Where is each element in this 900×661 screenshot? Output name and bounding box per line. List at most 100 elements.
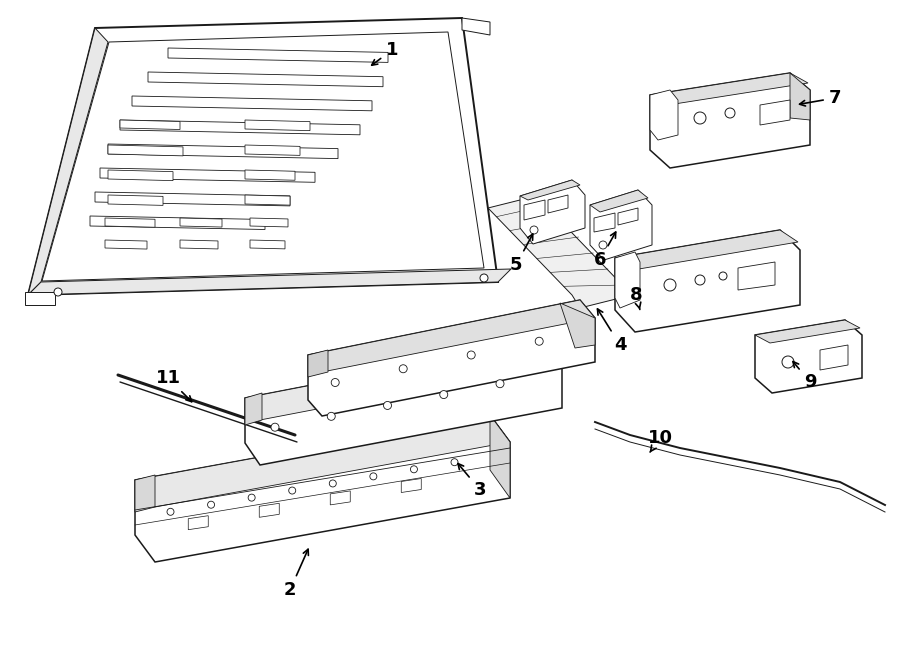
Polygon shape <box>120 120 180 130</box>
Circle shape <box>467 351 475 359</box>
Polygon shape <box>488 195 632 308</box>
Polygon shape <box>650 73 810 168</box>
Polygon shape <box>135 415 510 507</box>
Text: 6: 6 <box>594 232 616 269</box>
Text: 2: 2 <box>284 549 309 599</box>
Polygon shape <box>490 415 510 498</box>
Polygon shape <box>245 393 262 425</box>
Text: 3: 3 <box>458 463 486 499</box>
Polygon shape <box>615 230 798 270</box>
Circle shape <box>289 487 296 494</box>
Polygon shape <box>105 218 155 227</box>
Text: 1: 1 <box>372 41 398 65</box>
Polygon shape <box>615 252 640 308</box>
Polygon shape <box>132 96 372 111</box>
Circle shape <box>383 401 392 409</box>
Circle shape <box>496 379 504 388</box>
Polygon shape <box>618 208 638 225</box>
Polygon shape <box>245 120 310 131</box>
Polygon shape <box>148 72 383 87</box>
Circle shape <box>328 412 335 420</box>
Circle shape <box>782 356 794 368</box>
Polygon shape <box>308 350 328 377</box>
Polygon shape <box>108 195 163 206</box>
Polygon shape <box>330 491 350 505</box>
Circle shape <box>695 275 705 285</box>
Polygon shape <box>401 479 421 492</box>
Polygon shape <box>520 180 585 244</box>
Polygon shape <box>95 192 290 206</box>
Circle shape <box>536 337 544 345</box>
Text: 4: 4 <box>598 309 626 354</box>
Polygon shape <box>820 345 848 370</box>
Polygon shape <box>308 300 595 416</box>
Polygon shape <box>790 73 810 120</box>
Polygon shape <box>28 18 498 295</box>
Polygon shape <box>188 516 208 529</box>
Text: 11: 11 <box>156 369 192 402</box>
Polygon shape <box>259 503 279 518</box>
Polygon shape <box>28 28 108 295</box>
Polygon shape <box>100 168 315 182</box>
Text: 5: 5 <box>509 234 533 274</box>
Polygon shape <box>615 230 800 332</box>
Polygon shape <box>650 73 808 105</box>
Polygon shape <box>245 340 562 465</box>
Polygon shape <box>650 90 678 140</box>
Polygon shape <box>28 269 511 295</box>
Polygon shape <box>250 218 288 227</box>
Polygon shape <box>245 170 295 180</box>
Polygon shape <box>108 170 173 180</box>
Circle shape <box>329 480 337 487</box>
Circle shape <box>440 391 448 399</box>
Polygon shape <box>308 300 595 372</box>
Circle shape <box>664 279 676 291</box>
Text: 8: 8 <box>630 286 643 309</box>
Polygon shape <box>245 195 290 205</box>
Text: 7: 7 <box>799 89 842 107</box>
Text: 10: 10 <box>647 429 672 452</box>
Circle shape <box>410 466 418 473</box>
Polygon shape <box>135 475 155 512</box>
Circle shape <box>480 274 488 282</box>
Circle shape <box>248 494 255 501</box>
Polygon shape <box>180 218 222 227</box>
Polygon shape <box>180 240 218 249</box>
Polygon shape <box>245 340 562 420</box>
Polygon shape <box>548 195 568 213</box>
Polygon shape <box>108 144 338 159</box>
Polygon shape <box>738 262 775 290</box>
Polygon shape <box>594 213 615 232</box>
Polygon shape <box>250 240 285 249</box>
Polygon shape <box>108 145 183 156</box>
Circle shape <box>271 423 279 431</box>
Polygon shape <box>755 320 862 393</box>
Circle shape <box>725 108 735 118</box>
Circle shape <box>370 473 377 480</box>
Circle shape <box>719 272 727 280</box>
Polygon shape <box>25 292 55 305</box>
Polygon shape <box>135 415 510 562</box>
Polygon shape <box>168 48 388 62</box>
Polygon shape <box>590 190 648 212</box>
Polygon shape <box>520 180 580 200</box>
Circle shape <box>167 508 174 516</box>
Circle shape <box>451 459 458 466</box>
Circle shape <box>599 241 607 249</box>
Polygon shape <box>755 320 860 343</box>
Polygon shape <box>524 200 545 220</box>
Circle shape <box>400 365 407 373</box>
Polygon shape <box>120 120 360 135</box>
Polygon shape <box>560 303 595 348</box>
Text: 9: 9 <box>793 362 816 391</box>
Polygon shape <box>462 18 490 35</box>
Polygon shape <box>42 32 484 281</box>
Circle shape <box>208 501 214 508</box>
Circle shape <box>530 226 538 234</box>
Polygon shape <box>90 216 265 229</box>
Polygon shape <box>590 190 652 260</box>
Circle shape <box>694 112 706 124</box>
Circle shape <box>331 379 339 387</box>
Polygon shape <box>245 145 300 155</box>
Polygon shape <box>105 240 147 249</box>
